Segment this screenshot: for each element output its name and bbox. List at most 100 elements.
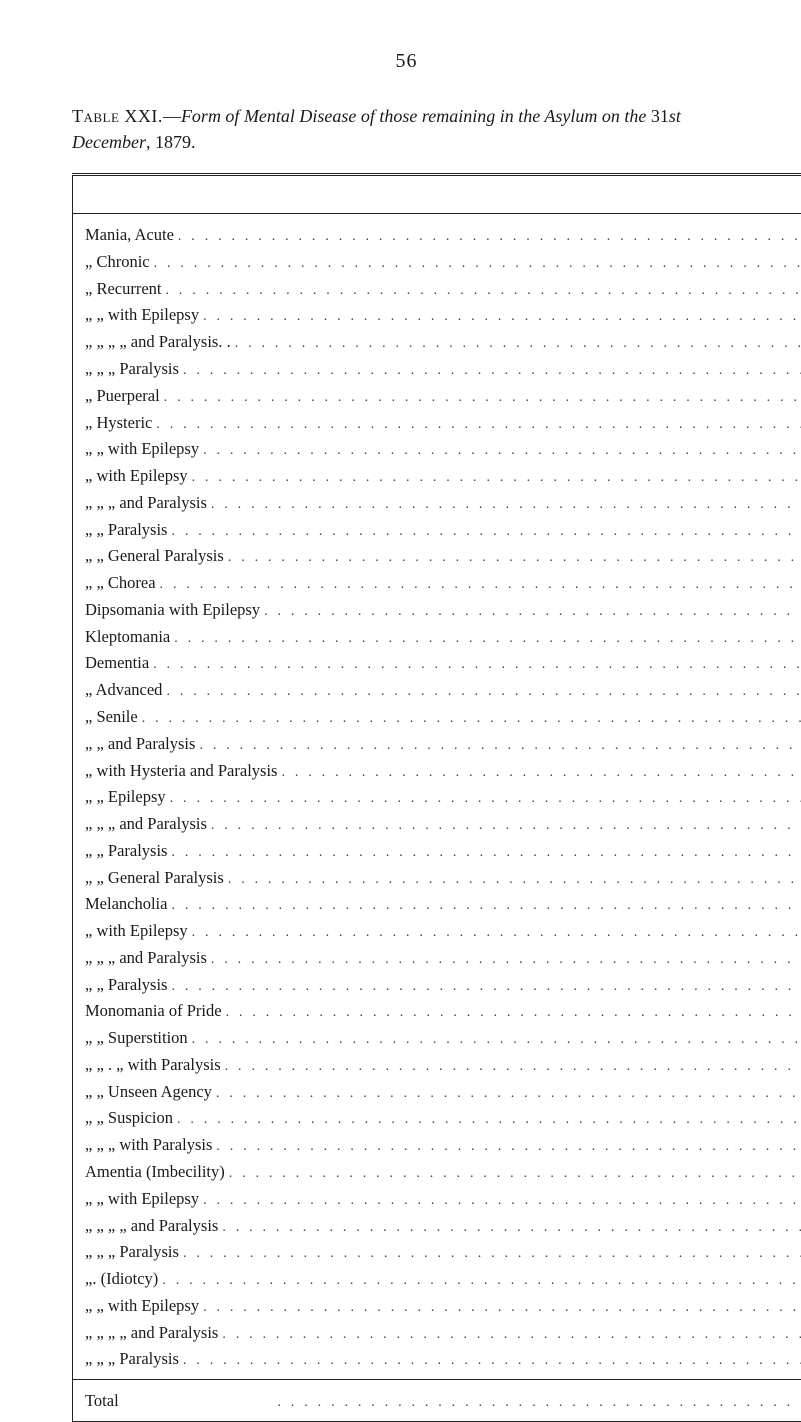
leader-dots [183,1245,801,1264]
table-row: Mania, Acute151429 [73,214,801,249]
row-label-cell: „ „ Suspicion [73,1105,801,1132]
row-label: „ „ „ and Paralysis [85,947,211,969]
table-row: „ „ „ „ and Paralysis325 [73,1320,801,1347]
leader-dots [166,282,801,301]
row-label-cell: „ „ with Epilepsy [73,1186,801,1213]
row-label: „ „ with Epilepsy [85,304,203,326]
data-table: M. F. T. Mania, Acute151429„ Chronic4372… [72,173,801,1422]
table-row: „ Chronic4372115 [73,249,801,276]
row-label-cell: „ Senile [73,704,801,731]
row-label: „ „ Paralysis [85,519,171,541]
row-label-cell: „ „ with Epilepsy [73,436,801,463]
leader-dots [170,790,801,809]
row-label-cell: „ „ Unseen Agency [73,1079,801,1106]
row-label: „ „ Paralysis [85,974,171,996]
table-row: „ „ „ Paralysis. .22 [73,356,801,383]
leader-dots [203,1299,801,1318]
table-row: „ „ „ „ and Paralysis. .11 [73,1213,801,1240]
caption-label: Table XXI. [72,106,163,126]
page-number: 56 [72,50,741,73]
row-label: „ Chronic [85,251,154,273]
table-row: „ „ General Paralysis14519 [73,543,801,570]
row-label: „ „ General Paralysis [85,867,228,889]
row-label: „ „ General Paralysis [85,545,228,567]
row-label-cell: „ „ „ and Paralysis [73,945,801,972]
caption-year: , 1879. [146,132,196,152]
row-label-cell: „. (Idiotcy) [73,1266,801,1293]
row-label: „ „ „ „ and Paralysis. . [85,331,235,353]
leader-dots [199,737,801,756]
table-row: „ „ „ and Paralysis123 [73,490,801,517]
leader-dots [226,1004,801,1023]
table-body: Mania, Acute151429„ Chronic4372115„ Recu… [73,214,801,1380]
table-row: „ „ Paralysis224 [73,972,801,999]
row-label-cell: Dementia [73,650,801,677]
leader-dots [211,496,801,515]
row-label-cell: „ with Hysteria and Paralysis [73,758,801,785]
row-label: „ Puerperal [85,385,164,407]
table-row: „ Puerperal. .11 [73,383,801,410]
leader-dots [142,710,801,729]
row-label: „ „ „ and Paralysis [85,813,211,835]
leader-dots [174,630,801,649]
row-label: „ „ . „ with Paralysis [85,1054,225,1076]
table-row: „ Advanced101323 [73,677,801,704]
total-label: Total [85,1390,123,1412]
table-row: „ „ Superstition538 [73,1025,801,1052]
table-row: „ „ Suspicion232750 [73,1105,801,1132]
row-label-cell: „ „ Chorea [73,570,801,597]
row-label: Mania, Acute [85,224,178,246]
row-label-cell: „ „ „ „ and Paralysis [73,1320,801,1347]
leader-dots [156,416,801,435]
leader-dots [225,1058,801,1077]
table-row: „ with Epilepsy1. .1 [73,918,801,945]
table-row: „ „ Paralysis12921 [73,838,801,865]
row-label-cell: „ „ „ „ and Paralysis [73,1213,801,1240]
leader-dots [229,1165,801,1184]
row-label-cell: „ „ General Paralysis [73,865,801,892]
table-row: „ „ Chorea. .11 [73,570,801,597]
leader-dots [153,656,801,675]
table-row: „ „ Paralysis6915 [73,517,801,544]
row-label: „ „ „ Paralysis [85,1241,183,1263]
row-label-cell: Dipsomania with Epilepsy [73,597,801,624]
leader-dots [211,951,801,970]
leader-dots [203,308,801,327]
row-label-cell: „ „ . „ with Paralysis [73,1052,801,1079]
leader-dots [177,1111,801,1130]
row-label: Monomania of Pride [85,1000,226,1022]
row-label-cell: Melancholia [73,891,801,918]
table-row: „ „ with Epilepsy3811 [73,1186,801,1213]
table-row: „ „ „ Paralysis112 [73,1346,801,1379]
caption-31: 31 [651,106,669,126]
leader-dots [123,1394,801,1413]
row-label: „ „ Chorea [85,572,160,594]
row-label-cell: „ „ „ Paralysis [73,1346,801,1379]
row-label: Dementia [85,652,153,674]
table-row: „ „ . „ with Paralysis1. .1 [73,1052,801,1079]
row-label-cell: Mania, Acute [73,214,801,249]
leader-dots [171,978,801,997]
row-label-cell: „ Chronic [73,249,801,276]
row-label: „ „ „ „ and Paralysis [85,1322,222,1344]
leader-dots [235,335,801,354]
row-label: „ Advanced [85,679,166,701]
caption-title-1: Form of Mental Disease of those remainin… [181,106,651,126]
row-label-cell: „ „ „ Paralysis [73,1239,801,1266]
leader-dots [264,603,801,622]
page: 56 Table XXI.—Form of Mental Disease of … [0,0,801,1342]
row-label: „ „ Epilepsy [85,786,170,808]
leader-dots [192,469,801,488]
leader-dots [203,442,801,461]
leader-dots [162,1272,801,1291]
row-label: „ „ „ „ and Paralysis [85,1215,222,1237]
header-blank [73,175,801,214]
leader-dots [171,897,801,916]
caption-dash: — [163,106,181,126]
leader-dots [183,362,801,381]
row-label: „ „ with Epilepsy [85,1188,203,1210]
leader-dots [154,255,801,274]
row-label-cell: „ Advanced [73,677,801,704]
row-label-cell: „ „ with Epilepsy [73,302,801,329]
row-label: „ Recurrent [85,278,166,300]
